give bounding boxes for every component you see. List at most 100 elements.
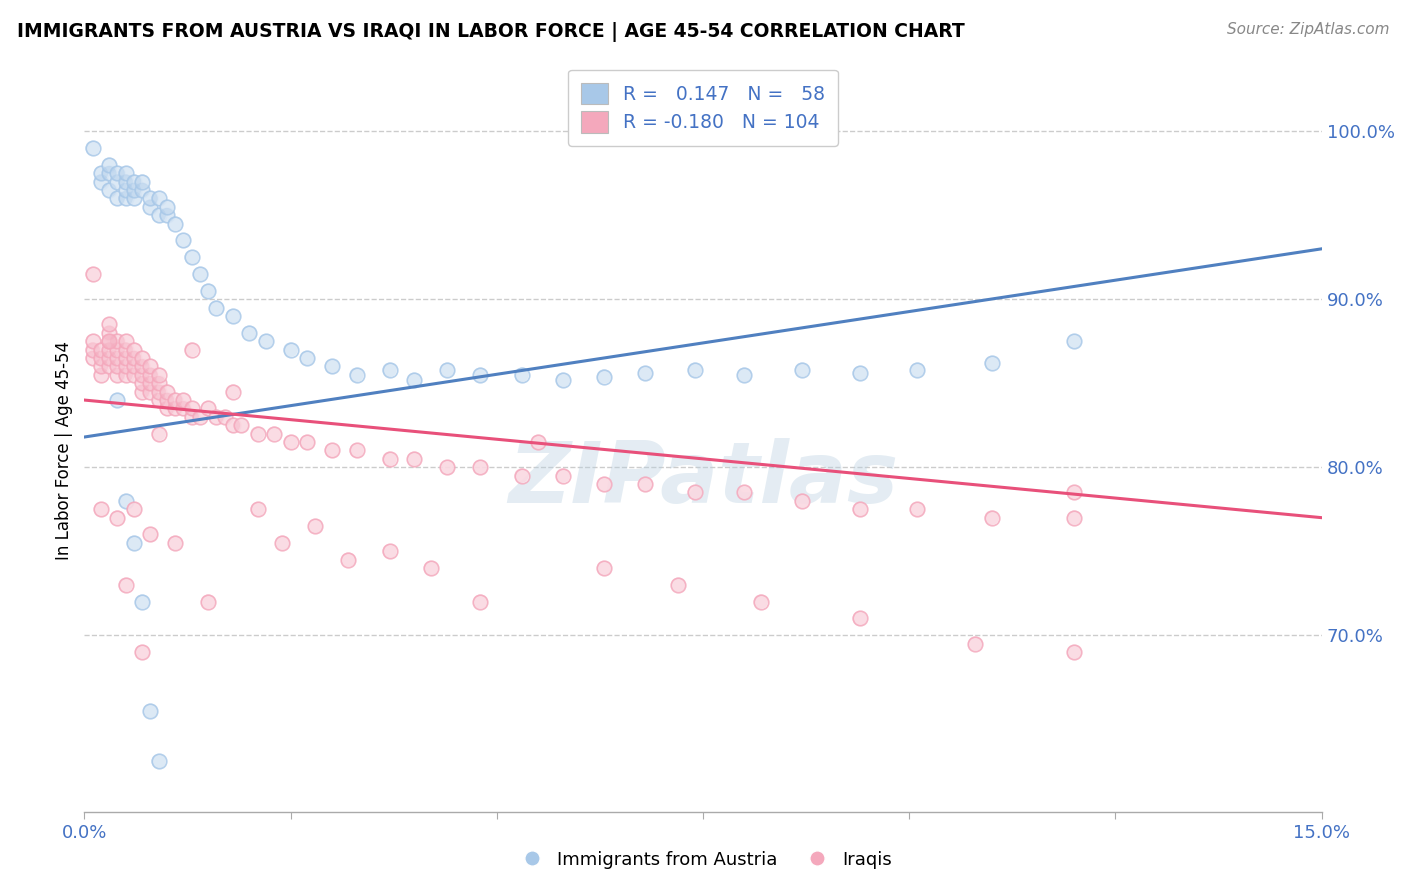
Point <box>114 191 136 205</box>
Point <box>122 183 145 197</box>
Point <box>346 443 368 458</box>
Point <box>90 368 112 382</box>
Point <box>122 175 145 189</box>
Point <box>114 166 136 180</box>
Point <box>593 369 616 384</box>
Point <box>90 502 112 516</box>
Point <box>378 363 401 377</box>
Point <box>131 645 153 659</box>
Point <box>122 343 145 357</box>
Point <box>205 301 228 315</box>
Point <box>139 527 162 541</box>
Point <box>510 468 533 483</box>
Point <box>131 175 153 189</box>
Point <box>139 191 162 205</box>
Point <box>634 477 657 491</box>
Point <box>148 191 170 205</box>
Point <box>122 536 145 550</box>
Point <box>131 595 153 609</box>
Point <box>114 359 136 374</box>
Point <box>271 536 294 550</box>
Point <box>280 343 302 357</box>
Point <box>551 468 574 483</box>
Point <box>98 351 121 365</box>
Point <box>148 754 170 768</box>
Point <box>172 392 194 407</box>
Point <box>346 443 368 458</box>
Point <box>271 536 294 550</box>
Point <box>848 366 870 380</box>
Point <box>180 401 202 416</box>
Point <box>105 175 128 189</box>
Point <box>105 392 128 407</box>
Point <box>105 166 128 180</box>
Point <box>139 200 162 214</box>
Point <box>246 502 269 516</box>
Point <box>238 326 260 340</box>
Point <box>980 510 1002 524</box>
Point <box>749 595 772 609</box>
Point <box>683 485 706 500</box>
Point <box>280 343 302 357</box>
Point <box>122 351 145 365</box>
Point <box>263 426 285 441</box>
Point <box>790 494 813 508</box>
Point <box>666 578 689 592</box>
Point <box>105 175 128 189</box>
Point <box>180 250 202 264</box>
Point <box>180 343 202 357</box>
Point <box>98 183 121 197</box>
Point <box>90 343 112 357</box>
Point <box>246 426 269 441</box>
Point <box>1063 485 1085 500</box>
Point <box>180 343 202 357</box>
Point <box>98 158 121 172</box>
Point <box>82 351 104 365</box>
Point <box>90 359 112 374</box>
Point <box>295 351 318 365</box>
Point <box>733 368 755 382</box>
Point <box>90 351 112 365</box>
Point <box>295 351 318 365</box>
Point <box>139 384 162 399</box>
Point <box>98 334 121 349</box>
Point <box>470 460 492 475</box>
Point <box>139 200 162 214</box>
Point <box>139 359 162 374</box>
Point <box>593 477 616 491</box>
Point <box>90 166 112 180</box>
Point <box>295 435 318 450</box>
Point <box>98 166 121 180</box>
Point <box>378 544 401 558</box>
Point <box>378 451 401 466</box>
Point <box>404 451 426 466</box>
Point <box>593 477 616 491</box>
Point <box>848 611 870 625</box>
Point <box>131 351 153 365</box>
Point <box>470 595 492 609</box>
Point <box>337 552 360 566</box>
Point <box>114 175 136 189</box>
Point <box>197 401 219 416</box>
Point <box>436 460 458 475</box>
Point <box>229 418 252 433</box>
Point <box>304 519 326 533</box>
Point <box>114 578 136 592</box>
Point <box>172 234 194 248</box>
Point <box>98 158 121 172</box>
Point <box>733 485 755 500</box>
Point <box>527 435 550 450</box>
Legend: R =   0.147   N =   58, R = -0.180   N = 104: R = 0.147 N = 58, R = -0.180 N = 104 <box>568 70 838 145</box>
Point <box>131 376 153 391</box>
Point <box>378 451 401 466</box>
Point <box>1063 645 1085 659</box>
Point <box>131 359 153 374</box>
Point <box>148 368 170 382</box>
Point <box>593 369 616 384</box>
Point <box>790 363 813 377</box>
Point <box>156 384 179 399</box>
Point <box>980 356 1002 370</box>
Point <box>114 334 136 349</box>
Point <box>980 356 1002 370</box>
Point <box>105 351 128 365</box>
